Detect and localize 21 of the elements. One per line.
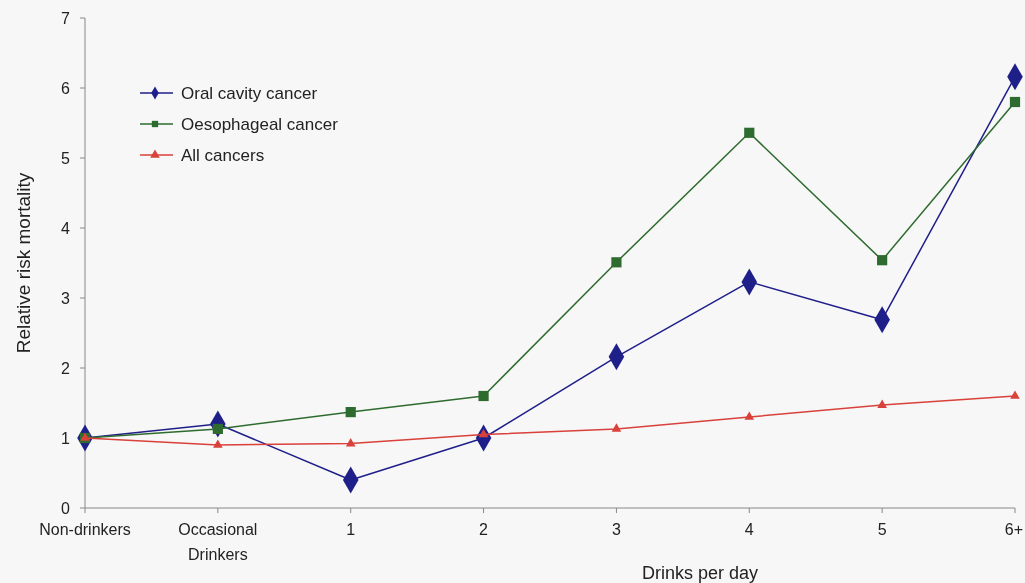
- y-tick-label: 3: [61, 289, 71, 307]
- legend-label: Oral cavity cancer: [181, 83, 318, 103]
- legend-label: All cancers: [181, 145, 265, 165]
- x-tick-label: 4: [744, 521, 754, 538]
- legend-label: Oesophageal cancer: [181, 114, 339, 134]
- y-tick-label: 5: [61, 149, 71, 167]
- x-tick-label: 6+: [1004, 521, 1023, 538]
- x-tick-label: Non-drinkers: [39, 521, 131, 538]
- x-tick-label: Occasional Drinkers: [178, 521, 258, 563]
- y-tick-label: 2: [61, 359, 71, 377]
- y-axis-title: Relative risk mortality: [13, 172, 34, 354]
- x-tick-label: 5: [877, 521, 887, 538]
- x-tick-label: 3: [611, 521, 621, 538]
- y-tick-label: 0: [61, 499, 71, 517]
- y-tick-label: 4: [61, 219, 71, 237]
- y-tick-label: 7: [61, 9, 71, 27]
- y-tick-label: 6: [61, 79, 71, 97]
- x-tick-label: 1: [346, 521, 356, 538]
- y-tick-label: 1: [61, 429, 71, 447]
- x-tick-label: 2: [479, 521, 489, 538]
- x-axis-title: Drinks per day: [641, 563, 759, 583]
